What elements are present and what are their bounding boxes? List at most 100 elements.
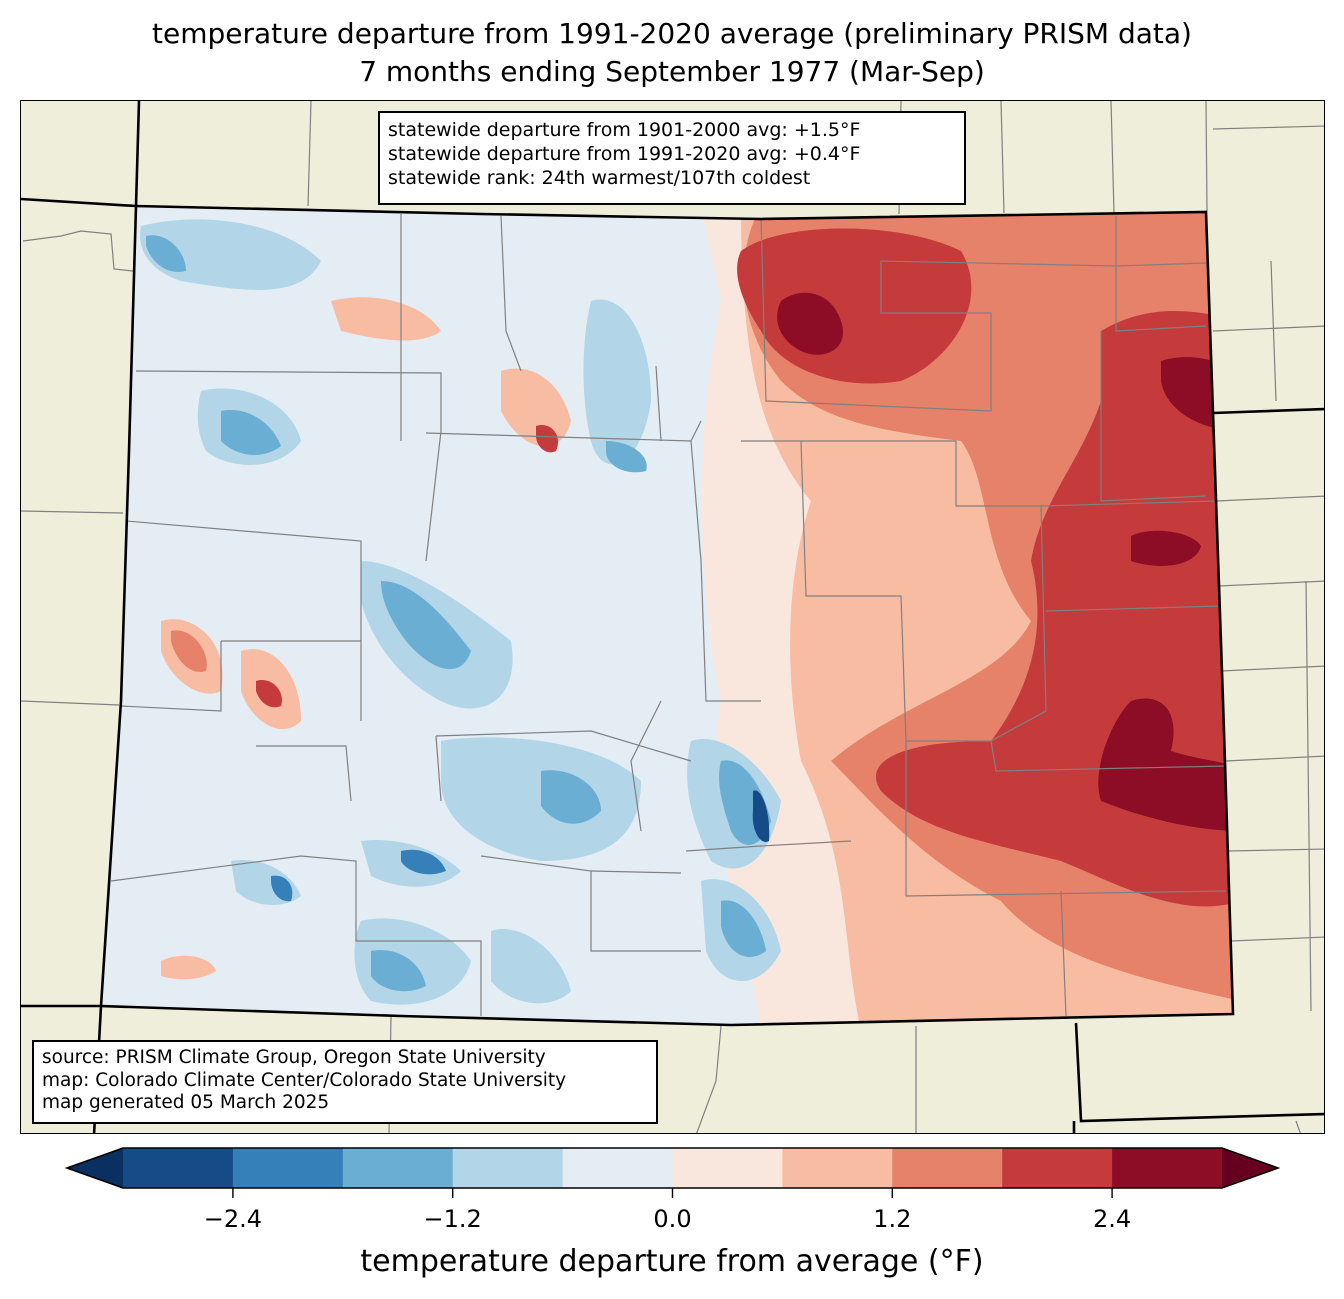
contour-band bbox=[171, 630, 207, 672]
chart-title: temperature departure from 1991-2020 ave… bbox=[152, 17, 1192, 50]
neighbor-county-border bbox=[1215, 495, 1324, 502]
colorbar-label: temperature departure from average (°F) bbox=[360, 1244, 984, 1279]
county-border bbox=[435, 730, 692, 762]
county-border bbox=[1100, 331, 1207, 502]
colorbar-under-extend bbox=[67, 1148, 123, 1188]
contour-bands bbox=[101, 206, 1233, 1025]
contour-band bbox=[161, 955, 216, 980]
contour-band bbox=[140, 219, 321, 290]
contour-band bbox=[536, 425, 559, 453]
contour-band bbox=[371, 950, 426, 992]
county-border bbox=[800, 440, 1047, 742]
colorbar-segment bbox=[562, 1148, 673, 1188]
contour-band bbox=[606, 441, 647, 473]
colorbar-segment bbox=[123, 1148, 234, 1188]
county-border bbox=[741, 440, 1047, 712]
contour-band bbox=[501, 368, 571, 447]
neighbor-county-border bbox=[1270, 260, 1277, 402]
temperature-map bbox=[21, 101, 1324, 1133]
colorado-fill bbox=[101, 206, 1233, 1025]
contour-band bbox=[146, 235, 186, 272]
neighbor-county-border bbox=[21, 700, 120, 706]
neighbor-county-border bbox=[21, 510, 124, 514]
contour-band bbox=[777, 292, 843, 355]
county-border bbox=[1040, 500, 1217, 507]
county-border bbox=[990, 740, 1227, 772]
stats-rank: statewide rank: 24th warmest/107th colde… bbox=[388, 167, 811, 189]
county-border bbox=[425, 430, 442, 562]
neighbor-county-border bbox=[1110, 101, 1115, 214]
neighbor-county-border bbox=[1000, 101, 1005, 214]
neighbor-county-border bbox=[1228, 848, 1324, 852]
colorbar-tick-label: −2.4 bbox=[203, 1205, 263, 1233]
credit-map: map: Colorado Climate Center/Colorado St… bbox=[42, 1069, 567, 1091]
county-border bbox=[590, 870, 682, 874]
colorbar-tick-label: −1.2 bbox=[423, 1205, 482, 1233]
county-border bbox=[500, 215, 522, 372]
credit-generated: map generated 05 March 2025 bbox=[42, 1092, 330, 1113]
credits-box: source: PRISM Climate Group, Oregon Stat… bbox=[32, 1040, 658, 1124]
county-border bbox=[655, 365, 662, 442]
colorbar-segment bbox=[672, 1148, 783, 1188]
colorbar-over-extend bbox=[1222, 1148, 1278, 1188]
county-border bbox=[685, 840, 852, 852]
county-border bbox=[1060, 890, 1067, 1017]
county-border bbox=[630, 700, 662, 832]
colorbar-segment bbox=[452, 1148, 564, 1188]
county-border bbox=[1115, 216, 1207, 332]
state-borders bbox=[21, 101, 1324, 1133]
neighbor-county-border bbox=[696, 1025, 722, 1133]
neighbor-county-border bbox=[1205, 101, 1208, 212]
contour-band bbox=[721, 900, 766, 957]
contour-band bbox=[401, 849, 446, 875]
colorbar-outline bbox=[65, 1147, 1280, 1189]
county-border bbox=[435, 735, 442, 802]
county-border bbox=[905, 741, 1227, 897]
colorbar-segment bbox=[342, 1148, 454, 1188]
wyoming-border-west bbox=[134, 101, 141, 207]
colorbar-segment bbox=[232, 1148, 344, 1188]
neighbor-county-border bbox=[1212, 325, 1324, 332]
contour-band bbox=[381, 581, 471, 670]
neighbor-county-border bbox=[307, 101, 312, 207]
contour-band bbox=[583, 299, 651, 465]
colorbar bbox=[65, 1147, 1280, 1198]
county-border bbox=[125, 520, 362, 721]
contour-band bbox=[331, 297, 441, 341]
utah-wyoming-border bbox=[21, 197, 137, 208]
contour-band bbox=[256, 680, 282, 708]
county-border bbox=[760, 218, 1207, 412]
colorbar-segment bbox=[1112, 1148, 1223, 1188]
county-border bbox=[120, 641, 222, 712]
stats-departure-1991-2020: statewide departure from 1991-2020 avg: … bbox=[388, 143, 861, 165]
contour-band bbox=[491, 929, 571, 1004]
neighbor-county-border bbox=[1295, 1120, 1301, 1133]
contour-band bbox=[271, 875, 293, 902]
map-panel bbox=[20, 100, 1325, 1134]
county-border bbox=[480, 855, 701, 952]
stats-departure-1901-2000: statewide departure from 1901-2000 avg: … bbox=[388, 119, 861, 141]
contour-band bbox=[541, 770, 601, 824]
contour-band bbox=[1098, 698, 1233, 831]
oklahoma-texas-border bbox=[1074, 1022, 1324, 1123]
county-border bbox=[135, 370, 442, 431]
contour-band bbox=[221, 410, 281, 456]
colorbar-tick-label: 2.4 bbox=[1093, 1205, 1132, 1233]
contour-band bbox=[752, 790, 770, 842]
chart-subtitle: 7 months ending September 1977 (Mar-Sep) bbox=[359, 55, 985, 88]
colorbar-segment bbox=[782, 1148, 893, 1188]
colorbar-tick-label: 1.2 bbox=[873, 1205, 912, 1233]
nebraska-kansas-border bbox=[1212, 407, 1324, 415]
county-border bbox=[110, 855, 482, 1016]
colorbar-tick-label: 0.0 bbox=[653, 1205, 692, 1233]
colorbar-segment bbox=[1002, 1148, 1113, 1188]
neighbor-county-border bbox=[1230, 936, 1324, 942]
contour-band bbox=[1131, 530, 1201, 566]
neighbor-county-border bbox=[1220, 665, 1324, 672]
neighbor-county-border bbox=[22, 230, 134, 272]
county-borders bbox=[21, 101, 1324, 1133]
neighbor-county-border bbox=[1218, 580, 1324, 587]
county-border bbox=[1045, 605, 1222, 612]
neighbor-county-border bbox=[1305, 580, 1312, 1012]
neighbor-county-border bbox=[1225, 755, 1324, 762]
